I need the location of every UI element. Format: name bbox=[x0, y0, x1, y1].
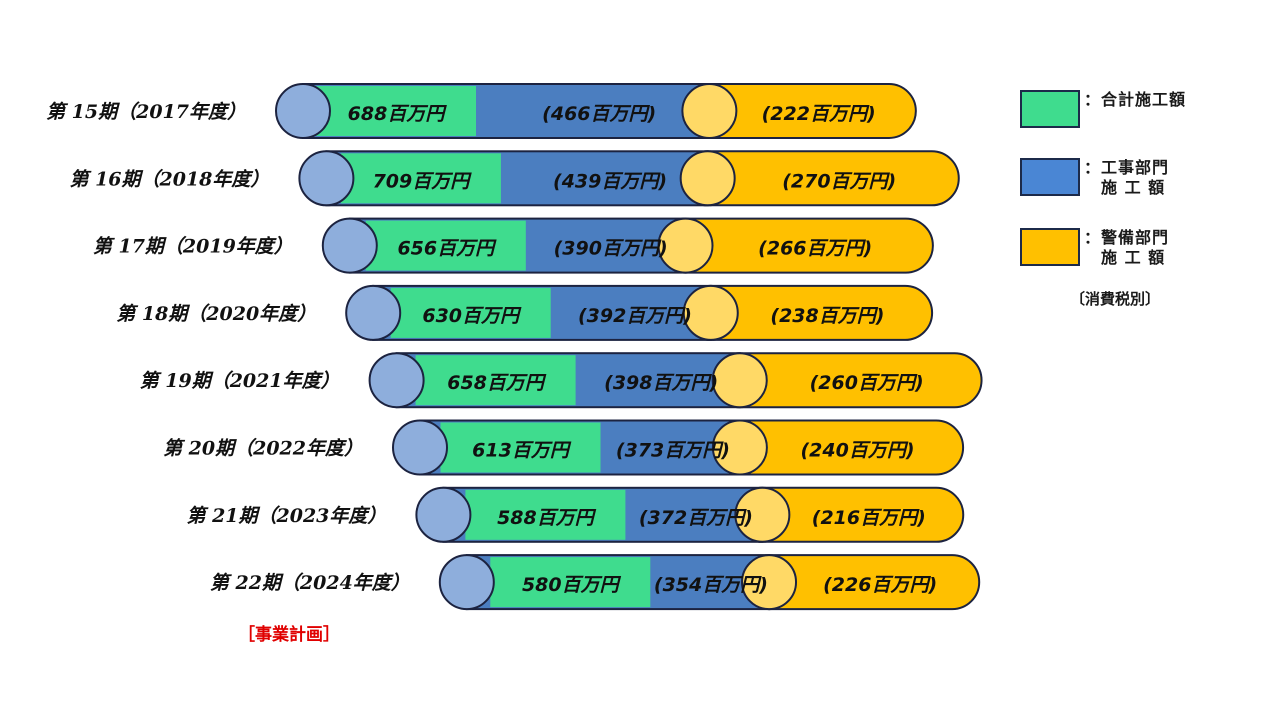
label-construction-6: (372百万円) bbox=[639, 507, 753, 529]
label-construction-0: (466百万円) bbox=[542, 103, 656, 125]
label-construction-5: (373百万円) bbox=[616, 440, 730, 462]
legend-item-total: ：合計施工額 bbox=[1020, 90, 1186, 128]
tax-note: 〔消費税別〕 bbox=[1070, 290, 1161, 308]
bar-divider-cap-6 bbox=[734, 486, 791, 543]
label-security-7: (226百万円) bbox=[823, 574, 937, 596]
legend-label-security: ：警備部門 施 工 額 bbox=[1084, 228, 1170, 267]
label-security-3: (238百万円) bbox=[770, 305, 884, 327]
label-security-1: (270百万円) bbox=[782, 170, 896, 192]
bar-divider-cap-7 bbox=[741, 554, 798, 611]
legend-label-construction: ：工事部門 施 工 額 bbox=[1084, 158, 1170, 197]
bar-left-cap-3 bbox=[345, 284, 402, 341]
bar-left-cap-4 bbox=[368, 352, 425, 409]
period-label-4: 第 19期（2021年度） bbox=[140, 370, 340, 392]
label-security-4: (260百万円) bbox=[810, 372, 924, 394]
period-label-1: 第 16期（2018年度） bbox=[69, 168, 269, 190]
bar-total-2 bbox=[365, 220, 526, 271]
legend-item-construction: ：工事部門 施 工 額 bbox=[1020, 158, 1169, 198]
period-label-0: 第 15期（2017年度） bbox=[46, 101, 246, 123]
bar-divider-cap-5 bbox=[711, 419, 768, 476]
bar-left-cap-6 bbox=[415, 486, 472, 543]
label-total-4: 658百万円 bbox=[447, 372, 547, 394]
bar-divider-cap-4 bbox=[711, 352, 768, 409]
bar-total-4 bbox=[415, 355, 576, 406]
legend-swatch-construction bbox=[1020, 158, 1080, 196]
label-construction-4: (398百万円) bbox=[604, 372, 718, 394]
bar-total-5 bbox=[440, 422, 601, 473]
bar-divider-cap-2 bbox=[657, 217, 714, 274]
bar-total-0 bbox=[316, 86, 476, 136]
bar-divider-cap-0 bbox=[681, 83, 738, 139]
bar-left-cap-1 bbox=[298, 150, 355, 207]
label-security-0: (222百万円) bbox=[762, 103, 876, 125]
period-label-7: 第 22期（2024年度） bbox=[210, 572, 410, 594]
label-total-0: 688百万円 bbox=[348, 103, 448, 125]
label-security-5: (240百万円) bbox=[800, 440, 914, 462]
legend-swatch-security bbox=[1020, 228, 1080, 266]
bar-total-1 bbox=[340, 153, 501, 204]
bar-total-3 bbox=[390, 287, 551, 338]
period-label-2: 第 17期（2019年度） bbox=[93, 236, 293, 258]
business-plan-note: ［事業計画］ bbox=[238, 625, 340, 645]
label-total-2: 656百万円 bbox=[397, 238, 497, 260]
label-total-7: 580百万円 bbox=[522, 574, 622, 596]
label-total-3: 630百万円 bbox=[422, 305, 522, 327]
bar-left-cap-2 bbox=[321, 217, 378, 274]
bar-left-cap-0 bbox=[275, 83, 331, 139]
label-security-2: (266百万円) bbox=[758, 238, 872, 260]
period-label-6: 第 21期（2023年度） bbox=[186, 505, 386, 527]
label-construction-7: (354百万円) bbox=[654, 574, 768, 596]
bar-total-6 bbox=[465, 489, 626, 540]
bar-divider-cap-1 bbox=[679, 150, 736, 207]
bar-left-cap-5 bbox=[392, 419, 448, 476]
label-security-6: (216百万円) bbox=[812, 507, 926, 529]
period-label-3: 第 18期（2020年度） bbox=[116, 303, 316, 325]
label-total-5: 613百万円 bbox=[472, 440, 572, 462]
legend-item-security: ：警備部門 施 工 額 bbox=[1020, 228, 1169, 268]
label-construction-1: (439百万円) bbox=[553, 170, 667, 192]
label-construction-2: (390百万円) bbox=[554, 238, 668, 260]
legend-label-total: ：合計施工額 bbox=[1084, 90, 1187, 109]
bar-total-7 bbox=[490, 557, 651, 608]
bar-divider-cap-3 bbox=[682, 284, 739, 341]
bar-left-cap-7 bbox=[438, 554, 495, 611]
label-total-1: 709百万円 bbox=[373, 170, 473, 192]
period-label-5: 第 20期（2022年度） bbox=[163, 438, 363, 460]
label-construction-3: (392百万円) bbox=[578, 305, 692, 327]
label-total-6: 588百万円 bbox=[497, 507, 597, 529]
legend-swatch-total bbox=[1020, 90, 1080, 128]
